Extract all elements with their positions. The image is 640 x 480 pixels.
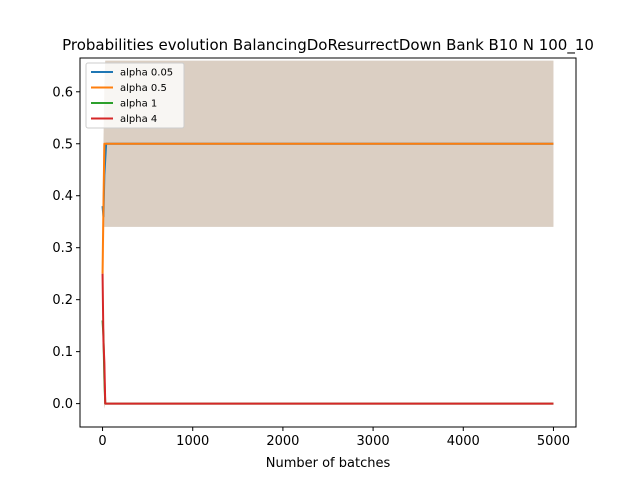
x-tick-label: 5000 [537,434,570,449]
y-tick-label: 0.0 [52,397,73,412]
x-tick-label: 3000 [357,434,390,449]
series-lines [101,142,554,405]
x-axis-title: Number of batches [266,456,391,471]
band-alpha-0-5 [102,60,554,290]
y-tick-label: 0.2 [52,293,73,308]
series-line-alpha-4 [101,273,554,405]
x-tick-label: 0 [98,434,106,449]
legend-box [85,62,185,129]
x-tick-label: 4000 [447,434,480,449]
x-tick-label: 2000 [266,434,299,449]
y-axis-ticks: 0.0 0.1 0.2 0.3 0.4 0.5 0.6 [52,85,80,412]
plot-frame [79,57,577,428]
y-tick-label: 0.1 [52,345,73,360]
legend-label: alpha 0.5 [120,83,167,94]
legend-label: alpha 1 [120,99,157,110]
x-axis-ticks: 0 1000 2000 3000 4000 5000 [98,427,570,449]
y-tick-label: 0.4 [52,189,73,204]
y-tick-label: 0.5 [52,137,73,152]
y-tick-label: 0.3 [52,241,73,256]
legend-label: alpha 4 [120,114,157,125]
x-tick-label: 1000 [176,434,209,449]
series-line-alpha-0-5 [101,142,554,274]
legend: alpha 0.05 alpha 0.5 alpha 1 alpha 4 [85,62,185,129]
chart-title: Probabilities evolution BalancingDoResur… [62,36,594,55]
legend-label: alpha 0.05 [120,68,173,79]
y-tick-label: 0.6 [52,85,73,100]
